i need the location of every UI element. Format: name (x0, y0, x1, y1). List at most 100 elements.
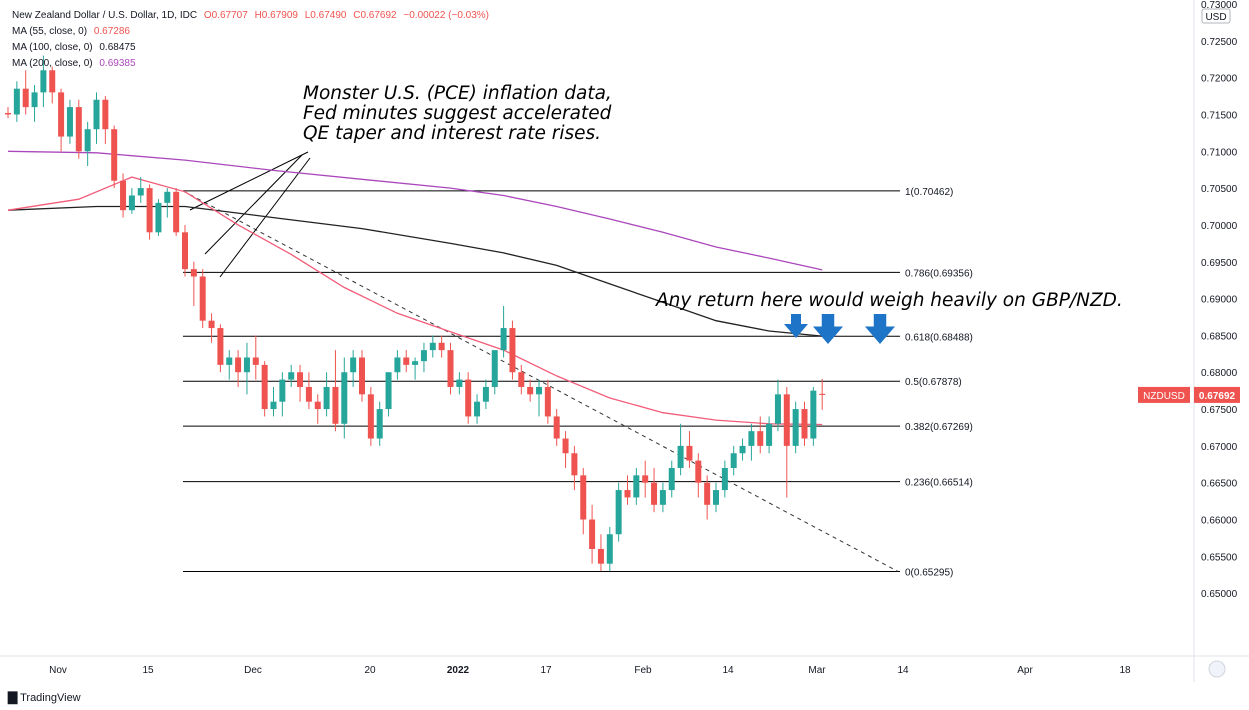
pce-annotation-line1: Monster U.S. (PCE) inflation data, (303, 83, 612, 104)
candle-body (199, 276, 206, 321)
candle-body (359, 357, 365, 395)
fib-label: 0.786(0.69356) (905, 268, 973, 279)
candle-body (544, 386, 551, 417)
symbol-title: New Zealand Dollar / U.S. Dollar, 1D, ID… (12, 10, 198, 21)
candle-body (288, 372, 295, 380)
candle-body (509, 328, 516, 373)
candle-body (93, 99, 100, 130)
price-tick-label: 0.66500 (1201, 479, 1238, 490)
ma100-value: 0.68475 (99, 42, 136, 53)
candle-body (102, 99, 109, 130)
high-value: H0.67909 (254, 10, 298, 21)
tradingview-footer[interactable]: ▇ TradingView (8, 690, 81, 704)
down-arrow-icon (784, 314, 808, 338)
price-tick-label: 0.66000 (1201, 516, 1238, 527)
time-tick-label: 17 (540, 665, 552, 676)
price-tick-label: 0.69000 (1201, 295, 1238, 306)
candle-body (385, 372, 392, 410)
candle-body (270, 401, 277, 410)
fib-label: 0.236(0.66514) (905, 478, 973, 489)
candle-body (13, 88, 20, 115)
open-value: O0.67707 (203, 10, 248, 21)
candle-body (208, 320, 215, 329)
price-tick-label: 0.68000 (1201, 368, 1238, 379)
candle-body (766, 423, 773, 446)
candle-body (5, 112, 11, 115)
ma55-legend[interactable]: MA (55, close, 0) 0.67286 (12, 26, 130, 37)
candle-body (465, 379, 472, 417)
change-value: −0.00022 (−0.03%) (403, 10, 490, 21)
candle-body (624, 490, 631, 498)
price-tick-label: 0.72500 (1201, 37, 1238, 48)
candle-body (40, 70, 47, 93)
fib-label: 0.5(0.67878) (905, 377, 962, 388)
candle-body (713, 490, 719, 505)
time-tick-label: 18 (1119, 665, 1131, 676)
pce-annotation-line2: Fed minutes suggest accelerated (303, 103, 612, 124)
candle-body (190, 269, 197, 277)
candle-body (49, 70, 56, 93)
time-tick-label: Feb (634, 665, 652, 676)
price-tick-label: 0.67000 (1201, 442, 1238, 453)
candle-body (332, 386, 339, 424)
ma200-line (7, 150, 823, 271)
candle-body (394, 357, 401, 373)
fib-label: 1(0.70462) (905, 187, 953, 198)
tradingview-logo-icon: ▇ (8, 690, 18, 704)
candle-body (580, 475, 587, 520)
candle-body (748, 431, 755, 446)
candle-body (474, 401, 481, 417)
axes: 0.65000 0.65500 0.66000 0.66500 0.67000 0.675… (0, 0, 1249, 682)
currency-badge (1201, 8, 1231, 24)
time-tick-label: 20 (364, 665, 376, 676)
ma100-line (7, 205, 823, 337)
candle-body (235, 357, 242, 373)
candle-body (22, 88, 29, 108)
candle-body (420, 350, 427, 362)
price-tick-label: 0.71500 (1201, 110, 1238, 121)
candle-body (75, 107, 82, 152)
candle-body (562, 438, 569, 454)
pce-annotation-line3: QE taper and interest rate rises. (303, 123, 602, 144)
auto-scale-button (1208, 660, 1226, 678)
price-tick-label: 0.65500 (1201, 552, 1238, 563)
candle-body (173, 191, 180, 233)
price-tick-label: 0.67500 (1201, 405, 1238, 416)
candle-body (651, 482, 658, 505)
ma200-label: MA (200, close, 0) (12, 58, 93, 69)
candle-body (367, 394, 374, 439)
candle-body (217, 328, 224, 365)
candle-body (686, 445, 693, 461)
price-tick-label: 0.69500 (1201, 258, 1238, 269)
candle-body (704, 482, 711, 505)
price-tick-label: 0.70000 (1201, 221, 1238, 232)
candle-body (66, 107, 73, 137)
candle-body (341, 372, 348, 424)
candle-body (146, 188, 153, 233)
time-tick-label: 14 (897, 665, 909, 676)
candle-body (730, 453, 737, 468)
down-arrow-icon (865, 314, 895, 344)
annotation-pointer (219, 157, 311, 278)
annotation-pointer (189, 151, 309, 211)
annotation-lines (182, 151, 899, 572)
candle-body (252, 357, 259, 365)
candle-body (31, 92, 38, 108)
price-tick-label: 0.71000 (1201, 147, 1238, 158)
candle-body (164, 191, 171, 203)
ma55-value: 0.67286 (93, 26, 130, 37)
ma55-label: MA (55, close, 0) (12, 26, 88, 37)
candle-body (810, 390, 817, 439)
candle-body (279, 379, 286, 402)
candle-body (553, 416, 560, 439)
price-tick-label: 0.70500 (1201, 184, 1238, 195)
price-tick-label: 0.73000 (1201, 0, 1238, 11)
candle-body (606, 534, 613, 564)
ma100-legend[interactable]: MA (100, close, 0) 0.68475 (12, 42, 136, 53)
candle-body (491, 350, 498, 387)
candle-body (695, 460, 702, 483)
fibonacci-levels: 1(0.70462) 0.786(0.69356) 0.618(0.68488) 0.… (183, 187, 973, 578)
ma200-legend[interactable]: MA (200, close, 0) 0.69385 (12, 58, 136, 69)
low-value: L0.67490 (304, 10, 347, 21)
